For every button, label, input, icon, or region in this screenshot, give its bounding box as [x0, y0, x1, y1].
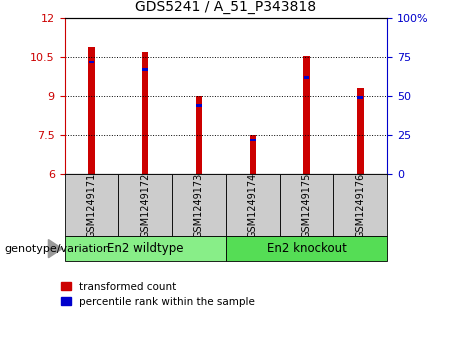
Polygon shape: [48, 240, 62, 258]
Bar: [304, 76, 309, 79]
Bar: [196, 96, 202, 174]
Text: GSM1249174: GSM1249174: [248, 172, 258, 238]
Bar: [196, 104, 202, 107]
Text: En2 wildtype: En2 wildtype: [107, 242, 183, 255]
FancyBboxPatch shape: [226, 174, 280, 236]
FancyBboxPatch shape: [65, 174, 118, 236]
Bar: [303, 56, 310, 174]
FancyBboxPatch shape: [333, 174, 387, 236]
Text: GSM1249172: GSM1249172: [140, 172, 150, 238]
Bar: [357, 88, 364, 174]
Bar: [88, 47, 95, 174]
Bar: [142, 52, 148, 174]
Bar: [250, 139, 256, 141]
FancyBboxPatch shape: [65, 236, 226, 261]
Text: GSM1249173: GSM1249173: [194, 172, 204, 238]
Bar: [89, 61, 95, 63]
Text: GSM1249171: GSM1249171: [86, 172, 96, 238]
Title: GDS5241 / A_51_P343818: GDS5241 / A_51_P343818: [136, 0, 316, 15]
Text: GSM1249175: GSM1249175: [301, 172, 312, 238]
Bar: [249, 135, 256, 174]
FancyBboxPatch shape: [226, 236, 387, 261]
Bar: [357, 97, 363, 99]
FancyBboxPatch shape: [280, 174, 333, 236]
FancyBboxPatch shape: [172, 174, 226, 236]
Text: genotype/variation: genotype/variation: [5, 244, 111, 254]
FancyBboxPatch shape: [118, 174, 172, 236]
Bar: [142, 68, 148, 71]
Text: GSM1249176: GSM1249176: [355, 172, 366, 238]
Legend: transformed count, percentile rank within the sample: transformed count, percentile rank withi…: [60, 282, 255, 307]
Text: En2 knockout: En2 knockout: [266, 242, 347, 255]
